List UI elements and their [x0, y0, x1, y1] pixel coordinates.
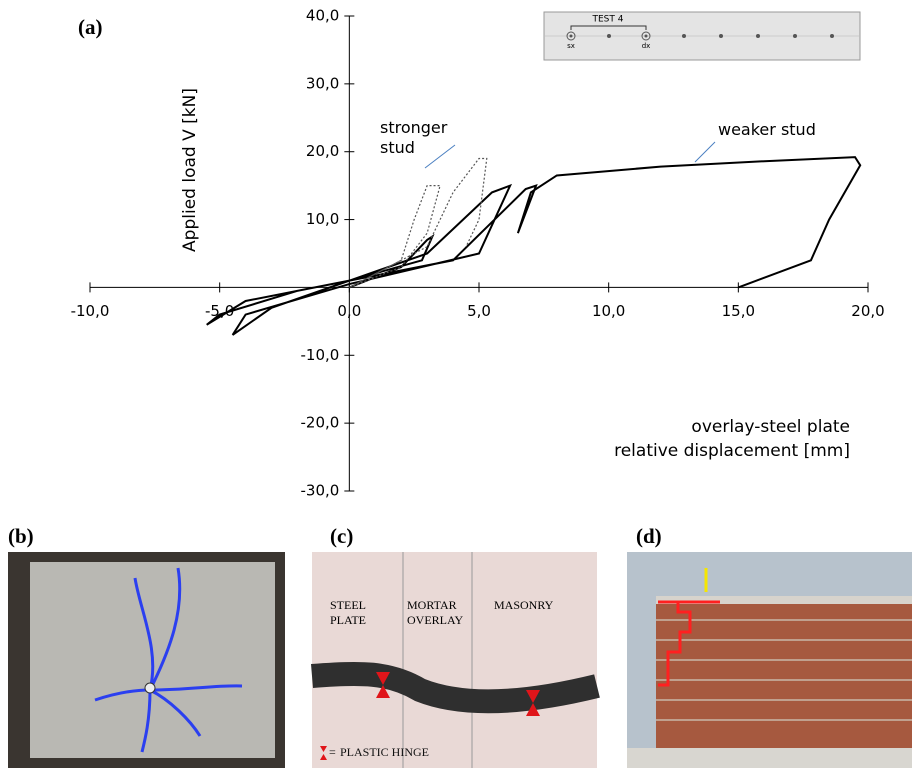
annotation: weaker stud	[718, 120, 816, 140]
y-tick-label: -20,0	[301, 414, 340, 432]
panel-label: (d)	[636, 524, 662, 548]
x-tick-label: 10,0	[592, 302, 625, 320]
stud	[145, 683, 155, 693]
x-axis-label: overlay-steel plate	[691, 417, 850, 437]
y-axis-label: Applied load V [kN]	[180, 88, 200, 252]
panel-label: (c)	[330, 524, 353, 548]
base	[627, 748, 912, 768]
figure: (a) Applied load V [kN] overlay-steel pl…	[0, 0, 915, 768]
y-tick-label: 20,0	[306, 142, 339, 160]
panel-label: (b)	[8, 524, 34, 548]
page: {"chart_data":{"type":"line","panel_labe…	[0, 0, 915, 768]
y-tick-label: 10,0	[306, 210, 339, 228]
panel-label: (a)	[78, 15, 103, 39]
zone-label: MORTAR OVERLAY	[407, 598, 467, 628]
annotation-leader	[695, 142, 715, 162]
inset-label: dx	[642, 42, 651, 50]
x-tick-label: 15,0	[722, 302, 755, 320]
y-tick-label: 40,0	[306, 7, 339, 25]
x-tick-label: 5,0	[467, 302, 491, 320]
y-tick-label: -10,0	[301, 346, 340, 364]
y-tick-label: 30,0	[306, 74, 339, 92]
x-tick-label: 0,0	[337, 302, 361, 320]
legend-symbol: =	[329, 745, 336, 759]
y-tick-label: -30,0	[301, 482, 340, 500]
inset-label: sx	[567, 42, 575, 50]
x-tick-label: 20,0	[851, 302, 884, 320]
zone-label: STEEL PLATE	[330, 598, 390, 628]
series-line	[207, 157, 861, 335]
legend-text: PLASTIC HINGE	[340, 745, 429, 759]
x-axis-label: relative displacement [mm]	[614, 441, 850, 461]
photo-background	[312, 552, 597, 768]
annotation: stronger stud	[380, 118, 460, 158]
zone-label: MASONRY	[494, 598, 553, 613]
inset-title: TEST 4	[592, 15, 624, 25]
x-tick-label: -10,0	[71, 302, 110, 320]
